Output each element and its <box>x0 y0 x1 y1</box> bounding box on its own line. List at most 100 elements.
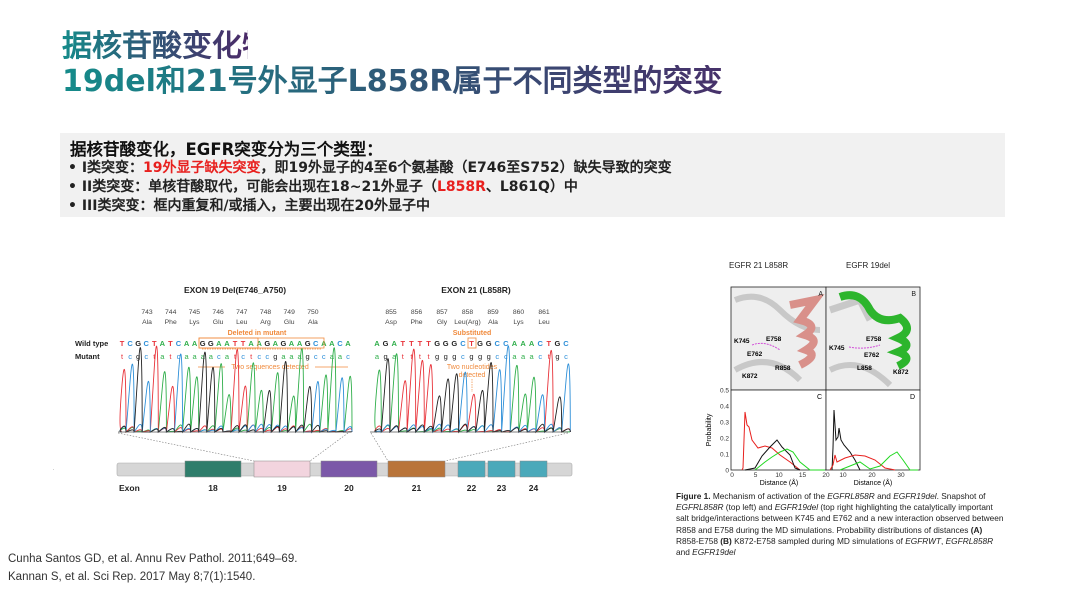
wild-type-label: Wild type <box>75 339 108 348</box>
exon-23-box <box>487 460 516 478</box>
nucleotide: C <box>313 339 319 348</box>
caption-text: (B) <box>720 535 732 546</box>
nucleotide: G <box>264 339 270 348</box>
nucleotide: c <box>322 352 326 361</box>
nucleotide: c <box>257 352 261 361</box>
exon-label: 19 <box>277 483 287 493</box>
nucleotide: a <box>530 352 535 361</box>
residue-label: E762 <box>864 352 880 359</box>
codon-number: 747 <box>236 309 248 316</box>
nucleotide: G <box>434 339 440 348</box>
nucleotide: A <box>329 339 335 348</box>
nucleotide: A <box>297 339 303 348</box>
x-tick-label: 5 <box>754 472 758 479</box>
summary-box: 据核苷酸变化，EGFR突变分为三个类型： • I类突变：19外显子缺失突变，即1… <box>60 133 1005 217</box>
nucleotide: c <box>144 352 148 361</box>
mutant-label: Mutant <box>75 352 100 361</box>
nucleotide: a <box>289 352 294 361</box>
panel-a: A K745 E758 E762 R858 K872 <box>730 286 827 391</box>
nucleotide: A <box>184 339 190 348</box>
residue-label: K745 <box>734 338 750 345</box>
nucleotide: C <box>460 339 466 348</box>
codon-amino-acid: Leu <box>236 319 248 326</box>
nucleotide: G <box>477 339 483 348</box>
nucleotide: G <box>451 339 457 348</box>
y-tick-label: 0.4 <box>720 404 729 411</box>
bullet-type3: • III类突变：框内重复和/或插入，主要出现在20外显子中 <box>68 195 430 215</box>
nucleotide: T <box>152 339 157 348</box>
residue-label: R858 <box>775 365 791 372</box>
nucleotide: A <box>391 339 397 348</box>
y-axis-label: Probability <box>706 413 713 446</box>
nucleotide: g <box>469 352 473 361</box>
x-axis-label-c: Distance (Å) <box>760 478 799 487</box>
nucleotide: t <box>121 352 124 361</box>
exon-label: 22 <box>467 483 477 493</box>
codon-number: 856 <box>411 309 423 316</box>
nucleotide: T <box>547 339 552 348</box>
nucleotide: a <box>225 352 230 361</box>
caption-text: K872-E758 sampled during MD simulations … <box>731 535 906 546</box>
nucleotide: A <box>529 339 535 348</box>
zoom-line <box>444 432 569 462</box>
x-tick-label: 20 <box>868 472 876 479</box>
nucleotide: G <box>200 339 206 348</box>
bullet-text: • I类突变： <box>68 160 144 176</box>
nucleotide: A <box>224 339 230 348</box>
x-tick-label: 10 <box>839 472 847 479</box>
nucleotide: T <box>233 339 238 348</box>
nucleotide: a <box>160 352 165 361</box>
x-tick-label: 10 <box>775 472 783 479</box>
series-black-d <box>831 409 861 471</box>
caption-text: (A) <box>970 524 983 535</box>
nucleotide: g <box>487 352 491 361</box>
caption-text: (top left) and <box>723 502 775 513</box>
codon-number: 748 <box>260 309 272 316</box>
nucleotide: C <box>337 339 343 348</box>
reference-1: Cunha Santos GD, et al. Annu Rev Pathol.… <box>8 553 298 565</box>
codon-number: 744 <box>165 309 177 316</box>
nucleotide: a <box>375 352 380 361</box>
nucleotide: a <box>521 352 526 361</box>
residue-label: K872 <box>742 373 758 380</box>
exon-label: 21 <box>412 483 422 493</box>
bullet-type2: • II类突变：单核苷酸取代，可能会出现在18~21外显子（L858R、L861… <box>68 176 578 196</box>
nucleotide: G <box>443 339 449 348</box>
nucleotide: g <box>555 352 559 361</box>
nucleotide: T <box>409 339 414 348</box>
nucleotide: g <box>435 352 439 361</box>
nucleotide: A <box>192 339 198 348</box>
nucleotide: A <box>345 339 351 348</box>
codon-amino-acid: Glu <box>284 319 295 326</box>
nucleotide: T <box>241 339 246 348</box>
nucleotide: g <box>384 352 388 361</box>
nucleotide: a <box>330 352 335 361</box>
nucleotide: T <box>426 339 431 348</box>
summary-heading: 据核苷酸变化，EGFR突变分为三个类型： <box>70 140 383 159</box>
substitution-box <box>467 337 477 349</box>
nucleotide: A <box>374 339 380 348</box>
deleted-label: Deleted in mutant <box>228 330 287 337</box>
codon-amino-acid: Asp <box>385 319 397 326</box>
nucleotide: a <box>281 352 286 361</box>
caption-text: (top right highlighting the catalyticall… <box>676 502 1004 535</box>
nucleotide: A <box>216 339 222 348</box>
zoom-line <box>309 432 349 462</box>
nucleotide: A <box>248 339 254 348</box>
nucleotide: t <box>427 352 430 361</box>
y-tick-label: 0.3 <box>720 420 729 427</box>
nucleotide: G <box>486 339 492 348</box>
nucleotide: C <box>176 339 182 348</box>
nucleotide: c <box>538 352 542 361</box>
caption-text: Mechanism of activation of the <box>710 491 828 501</box>
codon-amino-acid: Gly <box>437 319 448 326</box>
substituted-label: Substituted <box>453 330 492 337</box>
exon-18-box <box>184 460 242 478</box>
nucleotide: T <box>400 339 405 348</box>
residue-label: K745 <box>829 345 845 352</box>
nucleotide: c <box>564 352 568 361</box>
exon19-title: EXON 19 Del(E746_A750) <box>184 285 286 295</box>
nucleotide: t <box>419 352 422 361</box>
codon-number: 745 <box>189 309 201 316</box>
